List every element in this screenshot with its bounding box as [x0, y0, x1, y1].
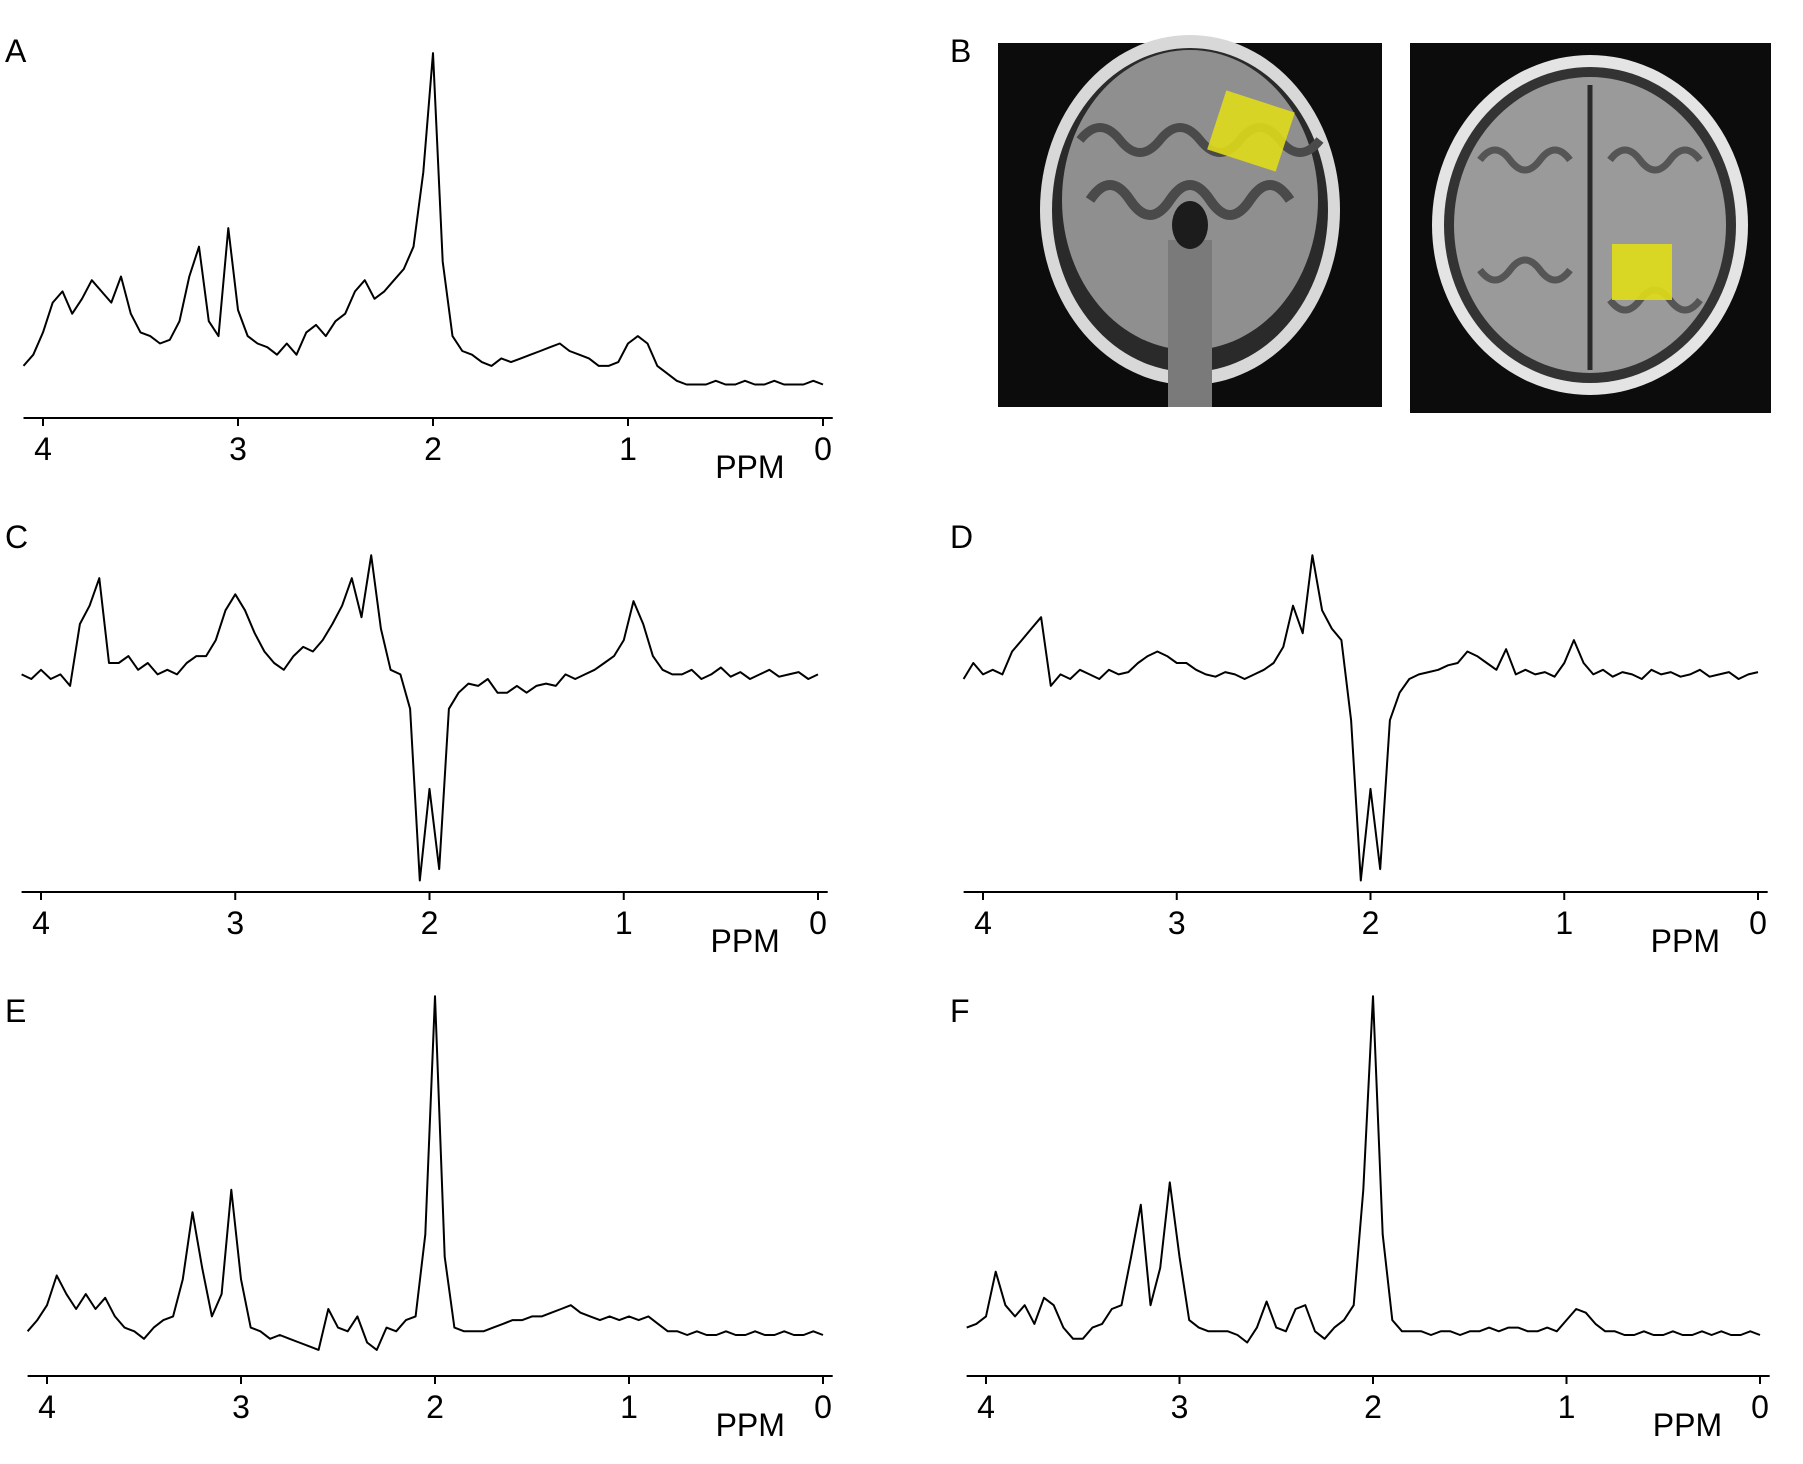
x-tick-label: 2 [424, 431, 442, 467]
x-tick-label: 0 [1749, 905, 1767, 941]
x-axis-label: PPM [715, 449, 784, 485]
x-tick-label: 3 [1168, 905, 1186, 941]
x-tick-label: 1 [1558, 1389, 1576, 1425]
x-tick-label: 0 [809, 905, 827, 941]
x-tick-label: 4 [32, 905, 50, 941]
x-axis-label: PPM [1651, 923, 1720, 959]
panel-label: C [5, 519, 28, 555]
panel-label: B [950, 33, 971, 69]
panel-label: E [5, 993, 26, 1029]
x-tick-label: 2 [426, 1389, 444, 1425]
x-tick-label: 4 [34, 431, 52, 467]
spectrum-line [966, 995, 1761, 1344]
x-tick-label: 1 [619, 431, 637, 467]
x-tick-label: 3 [226, 905, 244, 941]
x-tick-label: 4 [977, 1389, 995, 1425]
spectrum-line [22, 52, 824, 386]
panel-label: D [950, 519, 973, 555]
spectrum-line [21, 554, 819, 882]
x-tick-label: 0 [1751, 1389, 1769, 1425]
x-tick-label: 1 [620, 1389, 638, 1425]
panel-label: F [950, 993, 970, 1029]
mri-axial [1410, 43, 1771, 413]
spectrum-line [962, 554, 1759, 882]
x-tick-label: 0 [814, 431, 832, 467]
x-tick-label: 3 [1171, 1389, 1189, 1425]
x-axis-label: PPM [710, 923, 779, 959]
panel-label: A [5, 33, 27, 69]
x-tick-label: 4 [974, 905, 992, 941]
x-axis-label: PPM [1653, 1407, 1722, 1443]
x-tick-label: 0 [814, 1389, 832, 1425]
x-tick-label: 1 [1555, 905, 1573, 941]
x-tick-label: 3 [229, 431, 247, 467]
x-tick-label: 2 [421, 905, 439, 941]
mri-coronal [998, 35, 1382, 407]
x-tick-label: 2 [1364, 1389, 1382, 1425]
x-tick-label: 1 [615, 905, 633, 941]
x-tick-label: 3 [232, 1389, 250, 1425]
spectrum-line [26, 995, 824, 1351]
x-tick-label: 2 [1362, 905, 1380, 941]
x-tick-label: 4 [38, 1389, 56, 1425]
x-axis-label: PPM [716, 1407, 785, 1443]
